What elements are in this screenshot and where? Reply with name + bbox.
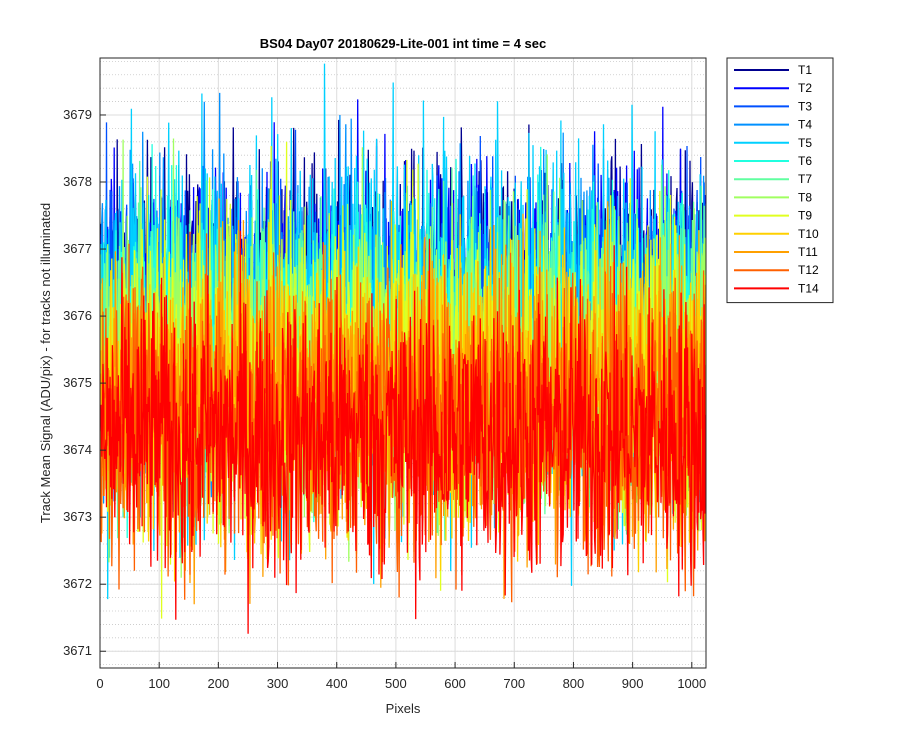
x-tick-label: 100 <box>148 676 170 691</box>
plot-area <box>100 63 706 634</box>
legend-label: T12 <box>798 263 819 277</box>
y-tick-label: 3679 <box>63 107 92 122</box>
x-tick-label: 0 <box>96 676 103 691</box>
x-tick-label: 700 <box>503 676 525 691</box>
y-axis-label: Track Mean Signal (ADU/pix) - for tracks… <box>38 203 53 523</box>
y-axis: 3671 3672 3673 3674 3675 3676 3677 3678 3679 <box>63 107 106 658</box>
y-tick-label: 3674 <box>63 442 92 457</box>
x-tick-label: 1000 <box>677 676 706 691</box>
y-tick-label: 3677 <box>63 241 92 256</box>
y-tick-label: 3672 <box>63 576 92 591</box>
x-axis: 0 100 200 300 400 500 600 700 800 900 1000 <box>96 662 706 691</box>
chart-title: BS04 Day07 20180629-Lite-001 int time = … <box>260 36 547 51</box>
legend-label: T9 <box>798 209 812 223</box>
legend-label: T4 <box>798 118 812 132</box>
legend-label: T10 <box>798 227 819 241</box>
legend-label: T3 <box>798 99 812 113</box>
legend-label: T6 <box>798 154 812 168</box>
legend-label: T14 <box>798 281 819 295</box>
axes-box <box>99 57 707 669</box>
legend-label: T2 <box>798 81 812 95</box>
legend-label: T5 <box>798 136 812 150</box>
x-tick-label: 600 <box>444 676 466 691</box>
legend: T1 T2 T3 T4 T5 T6 T7 T8 T9 T10 T11 T12 T14 <box>726 57 834 304</box>
x-tick-label: 200 <box>208 676 230 691</box>
y-tick-label: 3673 <box>63 509 92 524</box>
y-tick-label: 3676 <box>63 308 92 323</box>
legend-label: T11 <box>798 245 818 259</box>
y-tick-label: 3678 <box>63 174 92 189</box>
x-tick-label: 900 <box>622 676 644 691</box>
x-tick-label: 500 <box>385 676 407 691</box>
legend-box <box>726 57 834 304</box>
legend-label: T8 <box>798 190 812 204</box>
x-tick-label: 400 <box>326 676 348 691</box>
legend-label: T1 <box>798 63 812 77</box>
y-tick-label: 3671 <box>63 643 92 658</box>
x-axis-label: Pixels <box>386 701 421 716</box>
legend-label: T7 <box>798 172 812 186</box>
x-tick-label: 300 <box>267 676 289 691</box>
x-tick-label: 800 <box>563 676 585 691</box>
y-tick-label: 3675 <box>63 375 92 390</box>
series-line-T14 <box>100 230 706 634</box>
